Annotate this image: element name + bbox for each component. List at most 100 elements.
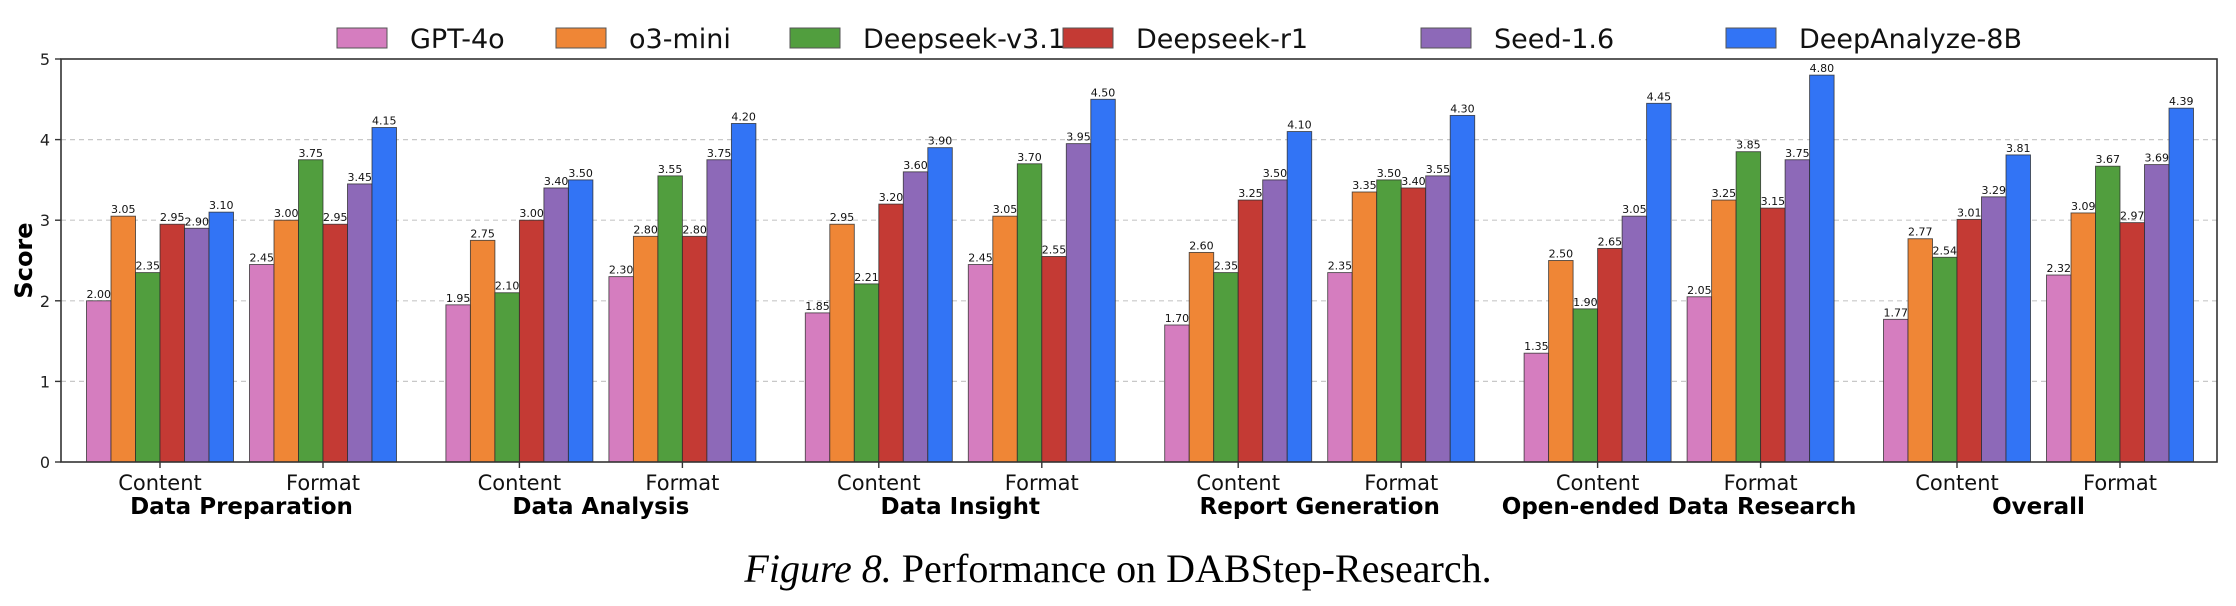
bar-seed-1-6	[1065, 143, 1092, 463]
bar-gpt-4o	[1883, 318, 1909, 463]
x-tick-label: Format	[645, 471, 719, 495]
value-label: 3.90	[928, 135, 953, 148]
bar-deepseek-r1	[1760, 207, 1786, 463]
value-label: 2.54	[1933, 244, 1958, 257]
value-label: 1.95	[446, 292, 471, 305]
value-label: 3.69	[2145, 152, 2170, 165]
legend-label: Deepseek-v3.1	[863, 24, 1065, 55]
bar-deepanalyze-8b	[2005, 154, 2031, 463]
bar-o3-mini	[1351, 191, 1378, 463]
bar-seed-1-6	[1784, 159, 1811, 463]
value-label: 3.70	[1017, 151, 1042, 164]
bar-deepseek-r1	[518, 219, 545, 463]
legend-item: DeepAnalyze-8B	[1725, 24, 2022, 55]
legend-swatch	[789, 27, 841, 49]
bar-deepanalyze-8b	[1646, 102, 1672, 463]
bar-seed-1-6	[902, 171, 929, 463]
bar-deepanalyze-8b	[208, 211, 234, 463]
legend: GPT-4o o3-mini Deepseek-v3.1 Deepseek-r1 See…	[336, 24, 2022, 55]
bar-seed-1-6	[1262, 179, 1288, 463]
value-label: 2.45	[250, 252, 275, 265]
value-label: 3.05	[1622, 203, 1647, 216]
bar-deepanalyze-8b	[567, 179, 594, 463]
y-tick-label: 0	[40, 453, 50, 472]
bar-deepanalyze-8b	[730, 123, 757, 463]
plot-frame	[60, 58, 2218, 463]
legend-swatch	[1420, 27, 1472, 49]
y-tick-label: 3	[40, 211, 50, 230]
value-label: 4.39	[2169, 95, 2194, 108]
value-label: 1.70	[1165, 312, 1190, 325]
legend-label: o3-mini	[629, 24, 731, 55]
value-label: 3.75	[707, 147, 732, 160]
bar-gpt-4o	[249, 264, 275, 463]
value-label: 4.50	[1091, 86, 1116, 99]
value-label: 4.15	[372, 115, 397, 128]
bar-o3-mini	[992, 215, 1018, 463]
x-tick-label: Content	[118, 471, 202, 495]
bar-o3-mini	[110, 215, 136, 463]
legend-item: Deepseek-v3.1	[789, 24, 1065, 55]
value-label: 3.60	[903, 159, 928, 172]
value-label: 3.40	[1401, 175, 1426, 188]
legend-label: Seed-1.6	[1494, 24, 1614, 55]
legend-swatch	[555, 27, 607, 49]
y-tick-label: 2	[40, 292, 50, 311]
x-tick-label: Content	[478, 471, 562, 495]
value-label: 2.10	[495, 280, 520, 293]
value-label: 2.95	[160, 211, 185, 224]
value-label: 3.00	[519, 207, 544, 220]
value-label: 3.75	[299, 147, 324, 160]
legend-item: Seed-1.6	[1420, 24, 1614, 55]
bar-o3-mini	[469, 239, 496, 463]
bar-deepanalyze-8b	[371, 127, 397, 463]
bar-deepseek-v3-1	[657, 175, 683, 463]
legend-label: Deepseek-r1	[1136, 24, 1308, 55]
group-label: Data Insight	[881, 494, 1040, 520]
value-label: 3.25	[1712, 187, 1737, 200]
group-label: Report Generation	[1200, 494, 1440, 520]
x-tick-label: Content	[1915, 471, 1999, 495]
x-tick-label: Format	[2083, 471, 2157, 495]
bar-deepseek-r1	[878, 203, 904, 463]
value-label: 3.50	[1377, 167, 1402, 180]
value-label: 3.50	[568, 167, 593, 180]
value-label: 4.80	[1810, 62, 1835, 75]
x-tick-label: Format	[1724, 471, 1798, 495]
bar-deepseek-r1	[2119, 222, 2145, 463]
bar-gpt-4o	[86, 300, 112, 463]
value-label: 3.55	[658, 163, 683, 176]
value-label: 3.20	[879, 191, 904, 204]
bar-deepseek-r1	[1597, 247, 1623, 463]
value-label: 3.67	[2096, 153, 2121, 166]
bar-deepseek-v3-1	[1572, 308, 1599, 463]
bars	[86, 74, 2194, 463]
group-label: Data Analysis	[512, 494, 689, 520]
value-label: 4.45	[1647, 90, 1672, 103]
value-label: 2.77	[1908, 226, 1933, 239]
bar-seed-1-6	[1981, 196, 2007, 463]
value-label: 3.25	[1238, 187, 1263, 200]
value-label: 4.10	[1287, 119, 1312, 132]
x-tick-label: Content	[1556, 471, 1640, 495]
bar-gpt-4o	[1523, 352, 1550, 463]
value-label: 2.30	[609, 264, 634, 277]
bar-seed-1-6	[1425, 175, 1451, 463]
bar-seed-1-6	[1621, 215, 1648, 463]
value-label: 2.65	[1598, 235, 1623, 248]
bar-deepseek-r1	[1400, 187, 1427, 463]
grouped-bar-chart: GPT-4o o3-mini Deepseek-v3.1 Deepseek-r1 See…	[10, 24, 2218, 520]
value-label: 3.75	[1785, 147, 1810, 160]
value-label: 3.85	[1736, 139, 1761, 152]
bar-deepanalyze-8b	[1449, 114, 1476, 463]
x-tick-label: Format	[1364, 471, 1438, 495]
bar-o3-mini	[273, 219, 299, 463]
value-label: 1.85	[805, 300, 830, 313]
x-tick-label: Content	[837, 471, 921, 495]
value-label: 3.55	[1426, 163, 1451, 176]
bar-gpt-4o	[2046, 274, 2072, 463]
bar-deepanalyze-8b	[1286, 131, 1313, 463]
bar-deepseek-r1	[322, 223, 348, 463]
value-label: 1.90	[1573, 296, 1598, 309]
